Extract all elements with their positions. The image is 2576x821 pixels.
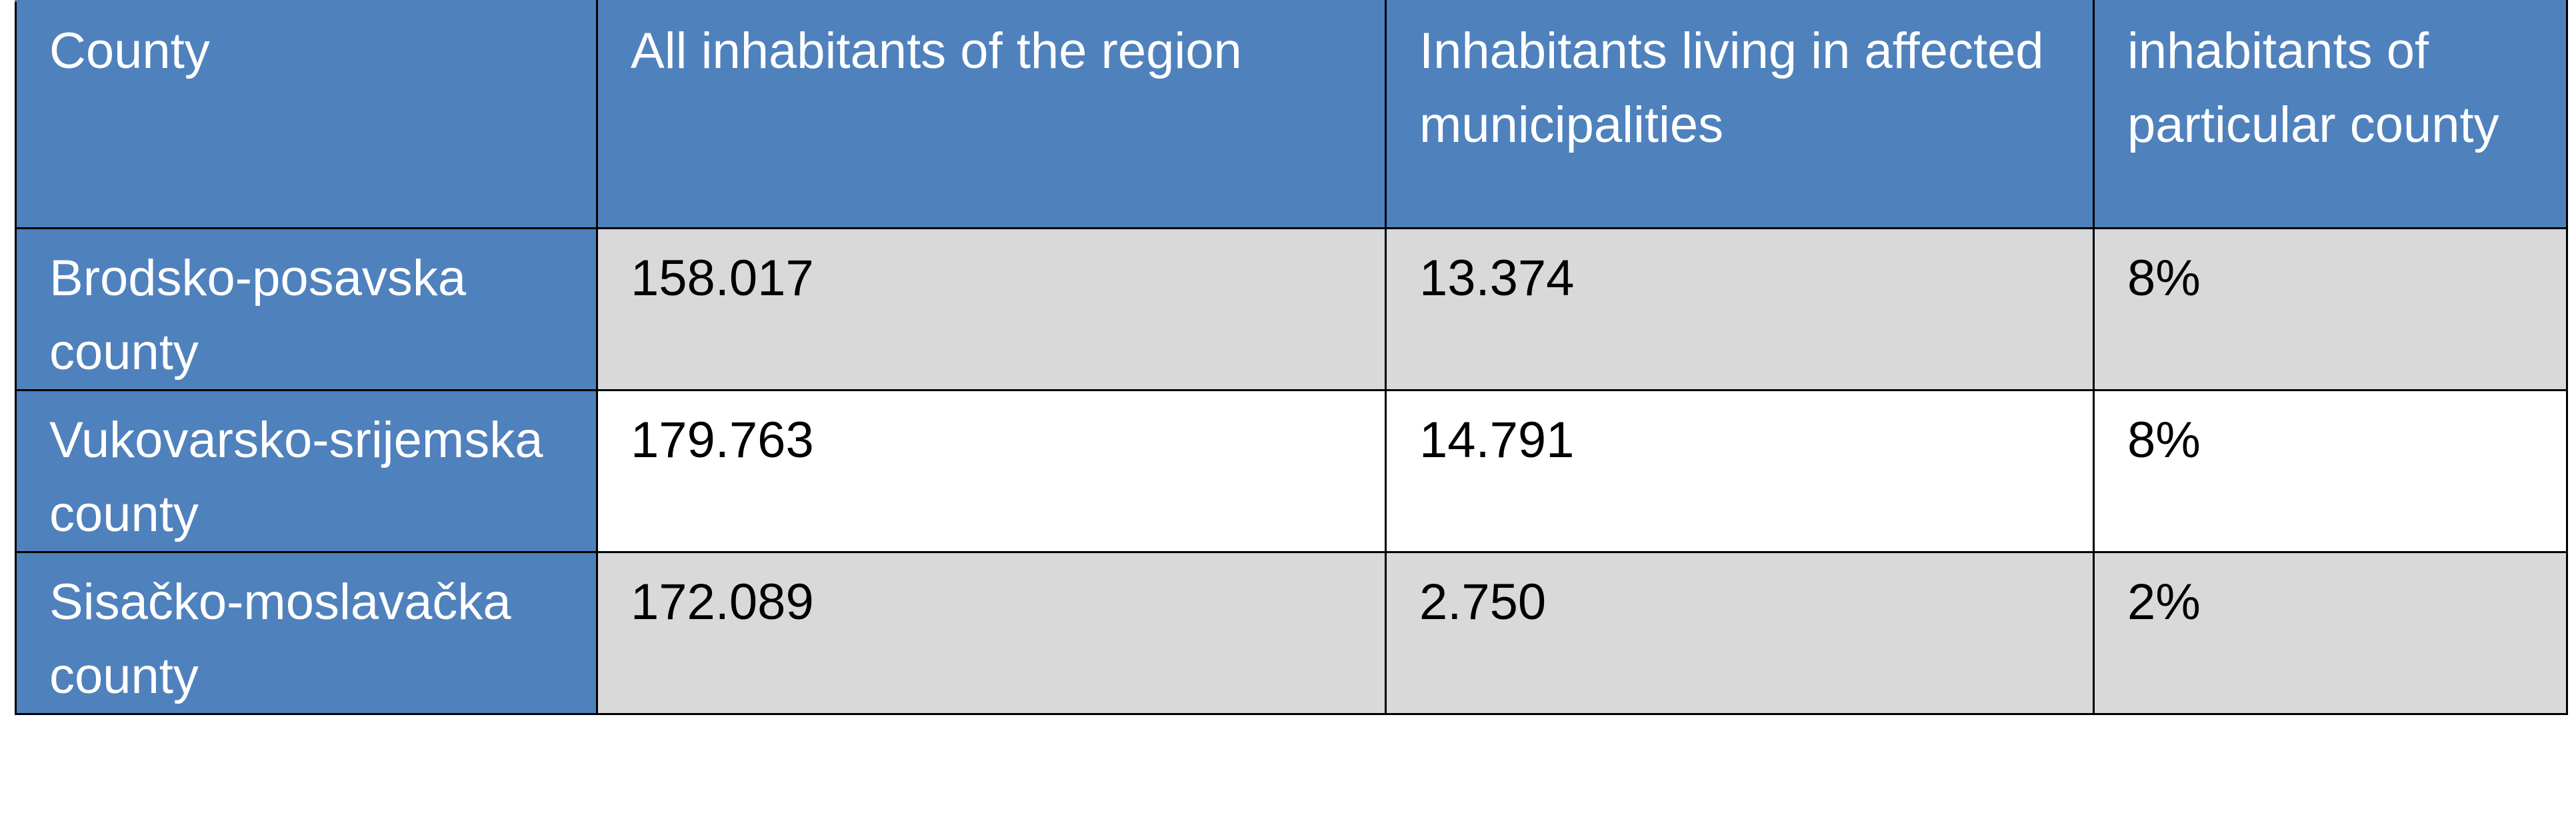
county-cell: Sisačko-moslavačka county	[15, 551, 598, 715]
header-cell: Inhabitants living in affected municipal…	[1385, 0, 2095, 229]
table-row: Brodsko-posavska county 158.017 13.374 8%	[15, 227, 2568, 391]
table-row: Vukovarsko-srijemska county 179.763 14.791…	[15, 389, 2568, 553]
county-cell: Vukovarsko-srijemska county	[15, 389, 598, 553]
data-cell: 172.089	[596, 551, 1387, 715]
data-cell: 13.374	[1385, 227, 2095, 391]
header-cell: All inhabitants of the region	[596, 0, 1387, 229]
header-row: County All inhabitants of the region Inhab…	[15, 0, 2568, 229]
data-cell: 158.017	[596, 227, 1387, 391]
county-cell: Brodsko-posavska county	[15, 227, 598, 391]
data-cell: 8%	[2093, 389, 2568, 553]
header-cell: inhabitants of particular county	[2093, 0, 2568, 229]
table-body: County All inhabitants of the region Inhab…	[15, 0, 2568, 715]
data-cell: 2%	[2093, 551, 2568, 715]
data-table: County All inhabitants of the region Inhab…	[15, 0, 2568, 715]
data-cell: 2.750	[1385, 551, 2095, 715]
data-cell: 14.791	[1385, 389, 2095, 553]
data-cell: 8%	[2093, 227, 2568, 391]
data-cell: 179.763	[596, 389, 1387, 553]
header-cell: County	[15, 0, 598, 229]
table-row: Sisačko-moslavačka county 172.089 2.750 2%	[15, 551, 2568, 715]
